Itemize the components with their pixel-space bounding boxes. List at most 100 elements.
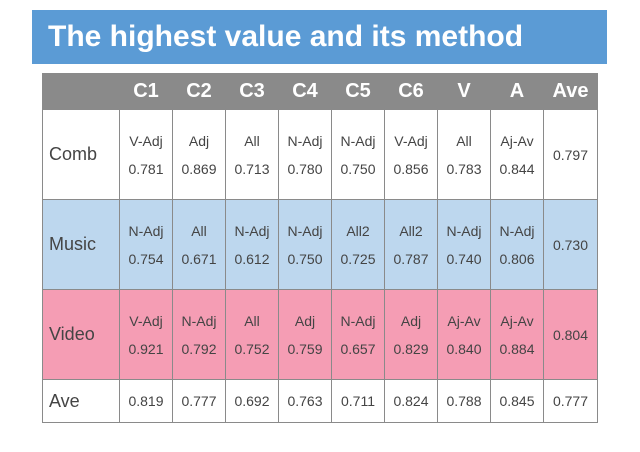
table-cell: Aj-Av 0.844 bbox=[490, 109, 544, 200]
table-row-comb: Comb V-Adj 0.781 Adj 0.869 All 0.713 N-Adj 0… bbox=[42, 109, 598, 200]
cell-value: 0.781 bbox=[128, 160, 164, 177]
table-cell: Adj 0.869 bbox=[172, 109, 226, 200]
cell-value: 0.725 bbox=[340, 250, 376, 267]
row-label: Comb bbox=[42, 109, 120, 200]
method-label: All bbox=[244, 132, 260, 149]
cell-value: 0.752 bbox=[234, 340, 270, 357]
method-label: Aj-Av bbox=[447, 312, 481, 329]
cell-value: 0.783 bbox=[446, 160, 482, 177]
method-label: N-Adj bbox=[499, 222, 535, 239]
table-cell: All 0.752 bbox=[225, 289, 279, 380]
column-average: 0.692 bbox=[225, 379, 279, 423]
header-corner bbox=[42, 73, 120, 110]
method-label: All bbox=[244, 312, 260, 329]
method-label: N-Adj bbox=[128, 222, 164, 239]
row-average: 0.804 bbox=[543, 289, 598, 380]
method-label: Adj bbox=[188, 132, 210, 149]
column-header: C2 bbox=[172, 73, 226, 110]
method-label: All2 bbox=[399, 222, 423, 239]
method-label: All2 bbox=[346, 222, 370, 239]
table-cell: Aj-Av 0.884 bbox=[490, 289, 544, 380]
table-cell: V-Adj 0.781 bbox=[119, 109, 173, 200]
column-header: C3 bbox=[225, 73, 279, 110]
method-label: V-Adj bbox=[129, 312, 163, 329]
method-label: N-Adj bbox=[446, 222, 482, 239]
cell-value: 0.612 bbox=[234, 250, 270, 267]
table-row-ave: Ave 0.819 0.777 0.692 0.763 0.711 0.824 … bbox=[42, 379, 598, 423]
cell-value: 0.806 bbox=[499, 250, 535, 267]
page-title: The highest value and its method bbox=[48, 20, 524, 53]
table-cell: N-Adj 0.612 bbox=[225, 199, 279, 290]
cell-value: 0.750 bbox=[340, 160, 376, 177]
table-cell: Adj 0.829 bbox=[384, 289, 438, 380]
column-header: A bbox=[490, 73, 544, 110]
cell-value: 0.759 bbox=[287, 340, 323, 357]
row-label: Music bbox=[42, 199, 120, 290]
column-average: 0.819 bbox=[119, 379, 173, 423]
method-label: Adj bbox=[400, 312, 422, 329]
table-cell: All2 0.787 bbox=[384, 199, 438, 290]
method-label: N-Adj bbox=[287, 132, 323, 149]
method-label: N-Adj bbox=[234, 222, 270, 239]
table-cell: N-Adj 0.806 bbox=[490, 199, 544, 290]
column-header: C6 bbox=[384, 73, 438, 110]
method-label: Adj bbox=[294, 312, 316, 329]
table-row-video: Video V-Adj 0.921 N-Adj 0.792 All 0.752 Adj… bbox=[42, 289, 598, 380]
cell-value: 0.792 bbox=[181, 340, 217, 357]
column-average: 0.711 bbox=[331, 379, 385, 423]
method-label: All bbox=[191, 222, 207, 239]
cell-value: 0.780 bbox=[287, 160, 323, 177]
cell-value: 0.844 bbox=[499, 160, 535, 177]
method-label: All bbox=[456, 132, 472, 149]
table-cell: N-Adj 0.740 bbox=[437, 199, 491, 290]
table-cell: N-Adj 0.792 bbox=[172, 289, 226, 380]
method-label: V-Adj bbox=[394, 132, 428, 149]
table-cell: N-Adj 0.750 bbox=[331, 109, 385, 200]
row-average: 0.797 bbox=[543, 109, 598, 200]
table-row-music: Music N-Adj 0.754 All 0.671 N-Adj 0.612 N-A… bbox=[42, 199, 598, 290]
method-label: N-Adj bbox=[340, 312, 376, 329]
cell-value: 0.921 bbox=[128, 340, 164, 357]
results-table: C1 C2 C3 C4 C5 C6 V A Ave Comb V-Adj 0.78… bbox=[42, 73, 598, 423]
cell-value: 0.840 bbox=[446, 340, 482, 357]
table-cell: All 0.783 bbox=[437, 109, 491, 200]
table-cell: Aj-Av 0.840 bbox=[437, 289, 491, 380]
table-cell: N-Adj 0.780 bbox=[278, 109, 332, 200]
table-cell: All 0.671 bbox=[172, 199, 226, 290]
column-header: C1 bbox=[119, 73, 173, 110]
column-average: 0.763 bbox=[278, 379, 332, 423]
column-header: C4 bbox=[278, 73, 332, 110]
cell-value: 0.740 bbox=[446, 250, 482, 267]
column-header: C5 bbox=[331, 73, 385, 110]
column-header: Ave bbox=[543, 73, 598, 110]
column-average: 0.777 bbox=[172, 379, 226, 423]
cell-value: 0.856 bbox=[393, 160, 429, 177]
method-label: Aj-Av bbox=[500, 312, 534, 329]
column-header: V bbox=[437, 73, 491, 110]
method-label: V-Adj bbox=[129, 132, 163, 149]
cell-value: 0.750 bbox=[287, 250, 323, 267]
method-label: N-Adj bbox=[287, 222, 323, 239]
cell-value: 0.713 bbox=[234, 160, 270, 177]
table-cell: V-Adj 0.921 bbox=[119, 289, 173, 380]
cell-value: 0.829 bbox=[393, 340, 429, 357]
cell-value: 0.671 bbox=[181, 250, 217, 267]
cell-value: 0.884 bbox=[499, 340, 535, 357]
table-cell: All 0.713 bbox=[225, 109, 279, 200]
title-banner: The highest value and its method bbox=[32, 10, 607, 64]
table-cell: V-Adj 0.856 bbox=[384, 109, 438, 200]
table-cell: Adj 0.759 bbox=[278, 289, 332, 380]
cell-value: 0.787 bbox=[393, 250, 429, 267]
method-label: N-Adj bbox=[181, 312, 217, 329]
cell-value: 0.754 bbox=[128, 250, 164, 267]
column-average: 0.824 bbox=[384, 379, 438, 423]
method-label: Aj-Av bbox=[500, 132, 534, 149]
row-label: Ave bbox=[42, 379, 120, 423]
column-average: 0.845 bbox=[490, 379, 544, 423]
overall-average: 0.777 bbox=[543, 379, 598, 423]
table-cell: N-Adj 0.750 bbox=[278, 199, 332, 290]
header-row: C1 C2 C3 C4 C5 C6 V A Ave bbox=[42, 73, 598, 110]
table-cell: All2 0.725 bbox=[331, 199, 385, 290]
cell-value: 0.657 bbox=[340, 340, 376, 357]
cell-value: 0.869 bbox=[181, 160, 217, 177]
